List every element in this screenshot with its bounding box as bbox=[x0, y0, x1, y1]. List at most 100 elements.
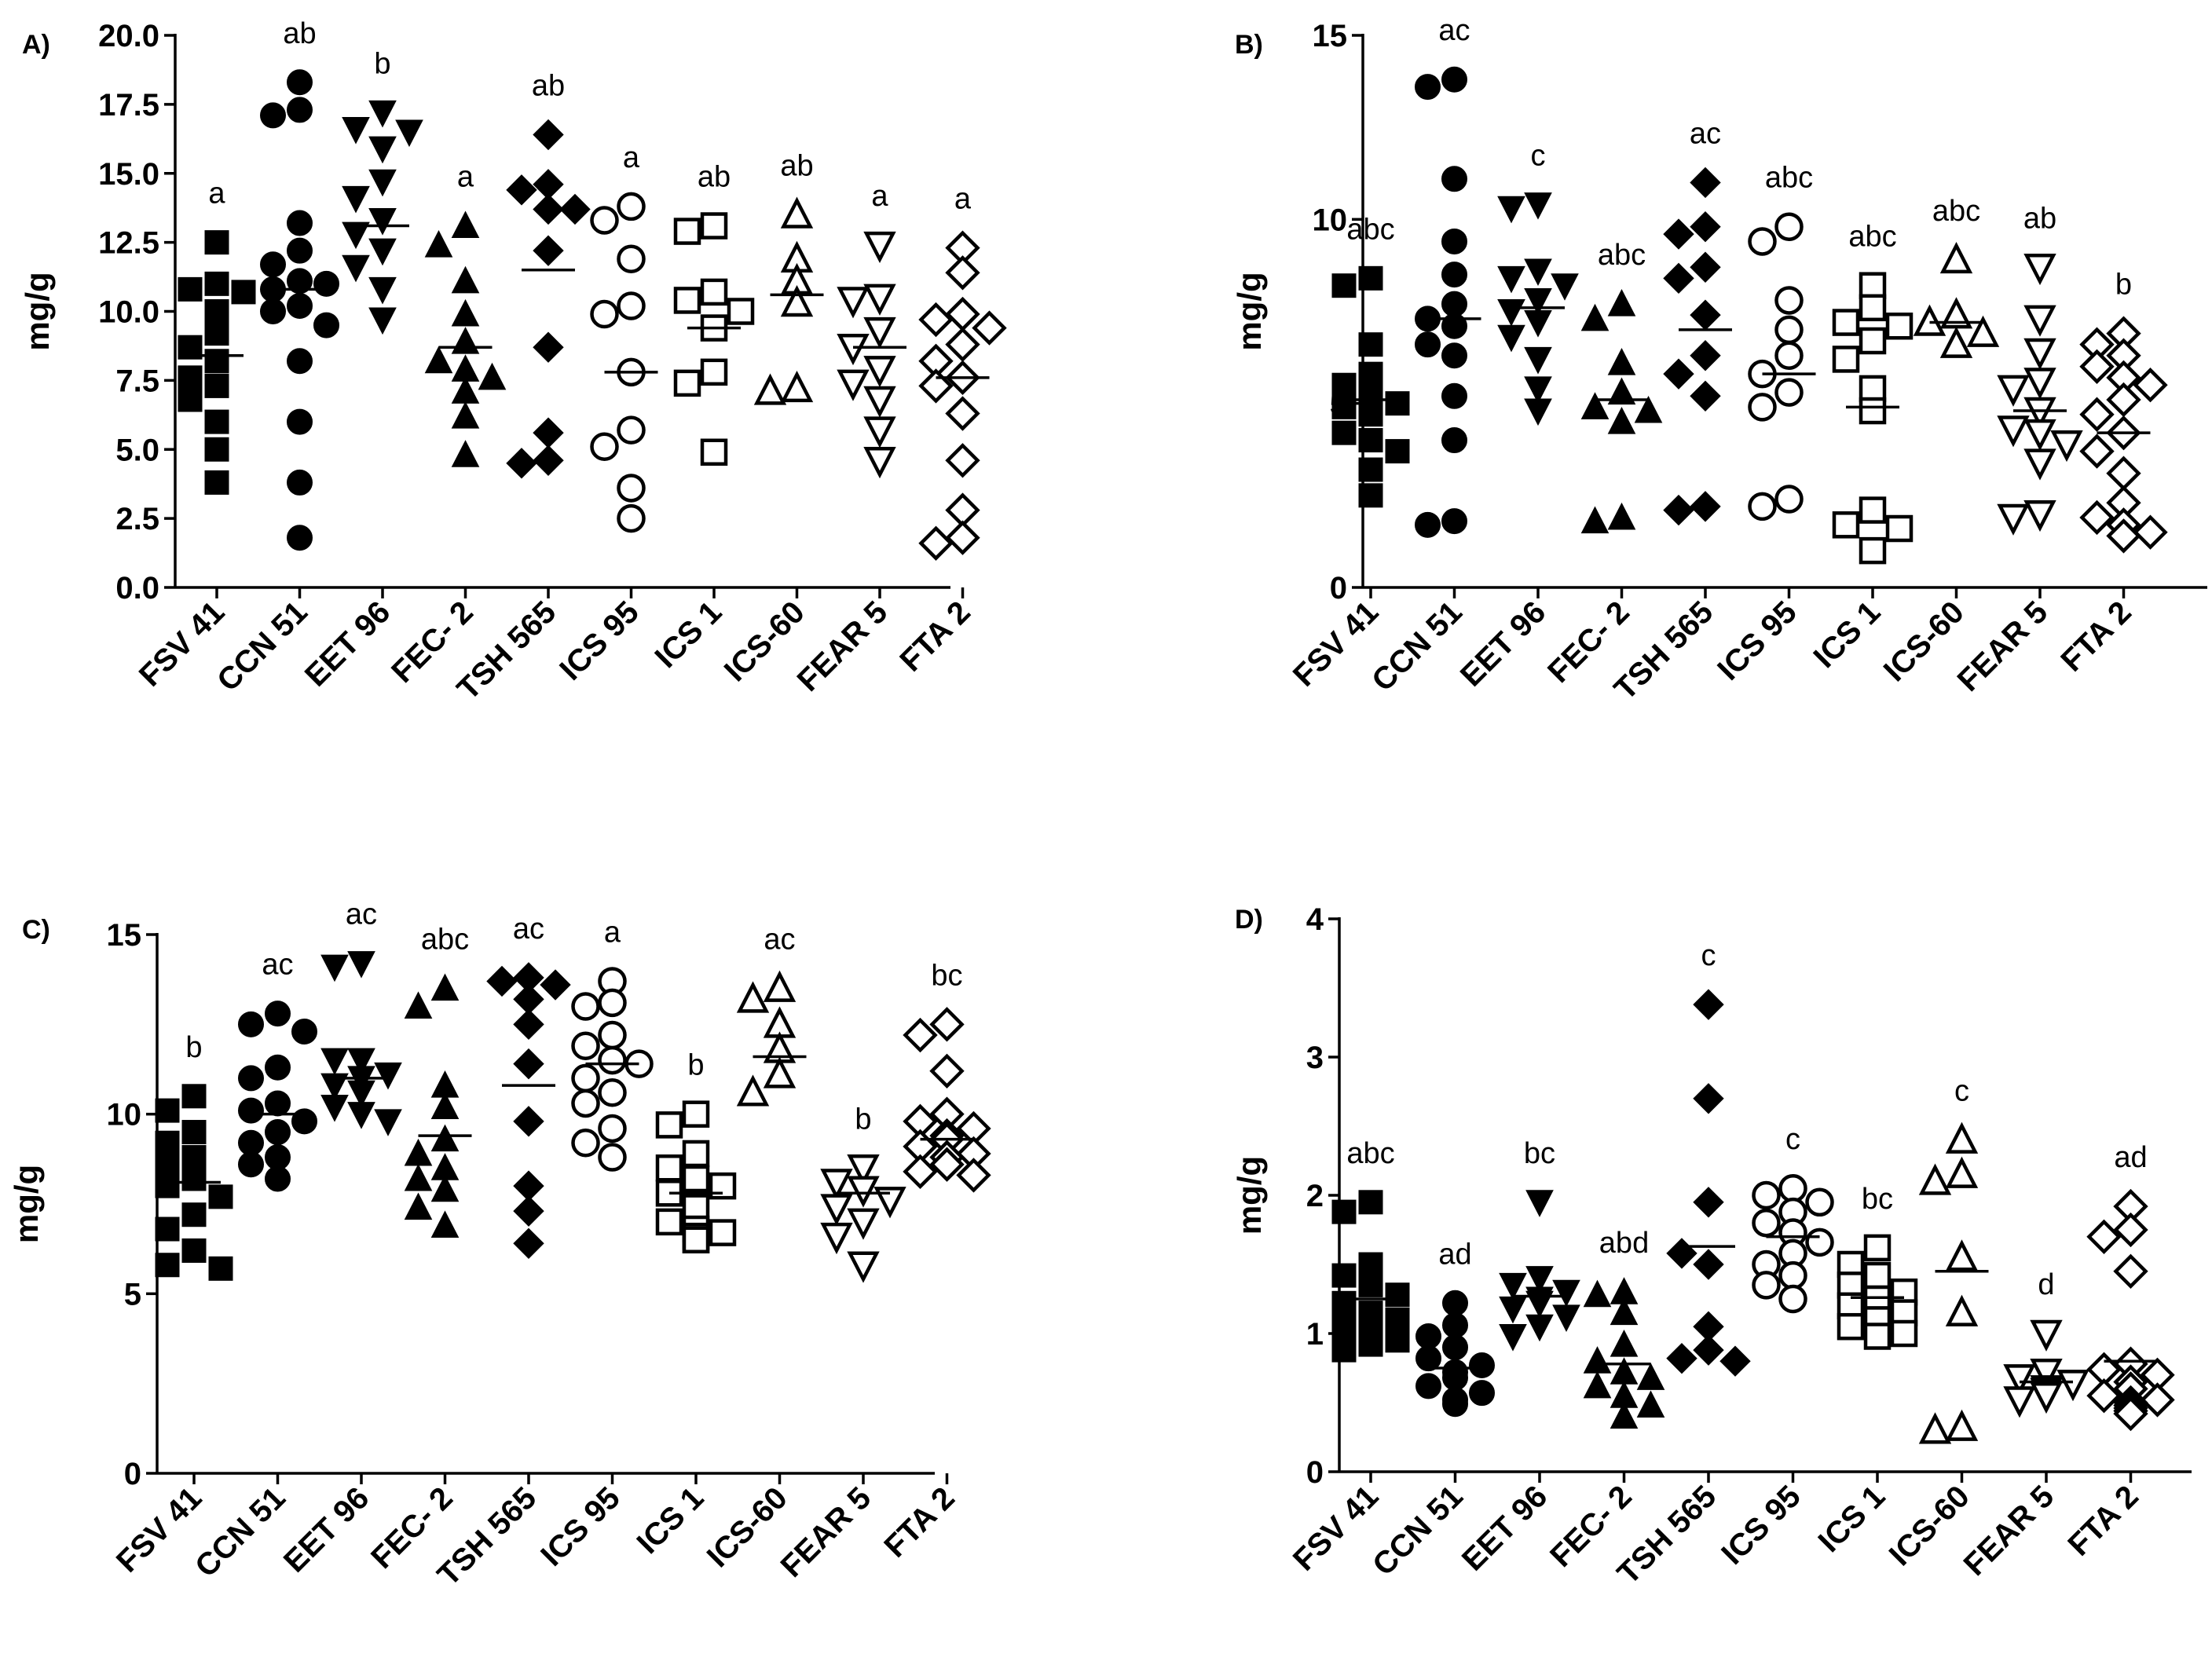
data-point bbox=[260, 102, 286, 129]
data-point bbox=[533, 193, 564, 225]
data-point bbox=[1693, 1083, 1724, 1114]
data-point bbox=[2113, 1396, 2148, 1432]
data-point bbox=[1690, 299, 1721, 331]
x-tick-label: ICS 1 bbox=[1807, 595, 1888, 675]
data-point bbox=[1859, 327, 1887, 355]
data-point bbox=[1525, 1314, 1554, 1342]
significance-label: b bbox=[374, 47, 390, 80]
data-point bbox=[430, 1174, 460, 1202]
data-point bbox=[1524, 346, 1552, 375]
data-point bbox=[1832, 309, 1860, 336]
data-point bbox=[1636, 1390, 1665, 1418]
y-tick-label: 15.0 bbox=[98, 157, 159, 192]
data-point bbox=[1918, 1163, 1952, 1195]
x-tick-label: FTA 2 bbox=[2061, 1479, 2145, 1563]
panel-a: A)mg/g0.02.55.07.510.012.515.017.520.0FS… bbox=[19, 17, 1007, 707]
data-point bbox=[1859, 294, 1887, 322]
data-point bbox=[1945, 1121, 1979, 1154]
data-point bbox=[1663, 494, 1694, 526]
significance-label: abc bbox=[421, 924, 469, 957]
data-point bbox=[1499, 1296, 1527, 1324]
data-point bbox=[287, 69, 313, 96]
significance-label: b bbox=[855, 1103, 871, 1136]
data-point bbox=[313, 312, 339, 338]
y-tick-label: 2 bbox=[1306, 1179, 1324, 1213]
data-point bbox=[1774, 378, 1804, 407]
data-point bbox=[863, 231, 896, 264]
data-point bbox=[1552, 1279, 1580, 1308]
data-point bbox=[287, 97, 313, 123]
data-point bbox=[571, 992, 600, 1021]
data-point bbox=[287, 210, 313, 236]
x-tick-label: ICS 1 bbox=[649, 595, 729, 675]
significance-label: bc bbox=[931, 959, 962, 992]
data-point bbox=[404, 1192, 433, 1220]
data-point bbox=[655, 1154, 683, 1182]
data-point bbox=[863, 447, 896, 479]
data-point bbox=[1663, 218, 1694, 250]
data-point bbox=[847, 1154, 880, 1187]
data-point bbox=[1358, 265, 1383, 291]
data-point bbox=[617, 192, 646, 221]
data-point bbox=[903, 1017, 938, 1053]
data-point bbox=[1748, 492, 1777, 521]
data-point bbox=[181, 1238, 207, 1263]
data-point bbox=[1832, 511, 1860, 539]
data-point bbox=[287, 525, 313, 551]
significance-label: d bbox=[2038, 1268, 2054, 1301]
x-tick-label: CCN 51 bbox=[211, 595, 314, 698]
data-point bbox=[571, 1129, 600, 1158]
data-point bbox=[2113, 1253, 2148, 1289]
data-point bbox=[571, 1031, 600, 1061]
significance-label: a bbox=[208, 177, 225, 210]
significance-label: ac bbox=[1438, 14, 1470, 47]
data-point bbox=[598, 1020, 627, 1050]
data-point bbox=[287, 292, 313, 319]
data-point bbox=[682, 1140, 710, 1168]
data-point bbox=[287, 469, 313, 496]
data-point bbox=[265, 1165, 291, 1192]
data-point bbox=[1752, 1271, 1781, 1300]
y-tick-label: 10 bbox=[107, 1098, 142, 1132]
data-point bbox=[513, 1048, 544, 1080]
data-point bbox=[837, 287, 870, 319]
data-point bbox=[903, 1154, 938, 1190]
data-point bbox=[1497, 196, 1525, 224]
data-point bbox=[1524, 398, 1552, 426]
data-point bbox=[347, 1080, 375, 1108]
data-point bbox=[451, 265, 480, 294]
data-point bbox=[1939, 241, 1973, 274]
data-point bbox=[513, 1106, 544, 1137]
y-tick-label: 15 bbox=[1313, 19, 1348, 53]
data-point bbox=[863, 416, 896, 448]
data-point bbox=[1385, 1328, 1410, 1353]
data-point bbox=[368, 136, 397, 164]
data-point bbox=[1469, 1380, 1495, 1407]
data-point bbox=[1442, 1312, 1468, 1338]
y-tick-label: 20.0 bbox=[98, 19, 159, 53]
data-point bbox=[972, 310, 1007, 346]
data-point bbox=[368, 276, 397, 305]
significance-label: abc bbox=[1765, 162, 1813, 195]
significance-label: c bbox=[1701, 939, 1716, 972]
data-point bbox=[929, 1007, 965, 1042]
data-point bbox=[342, 117, 370, 145]
y-tick-label: 15 bbox=[107, 918, 142, 953]
data-point bbox=[451, 210, 480, 239]
data-point bbox=[1610, 1297, 1639, 1326]
data-point bbox=[1693, 989, 1724, 1020]
data-point bbox=[2133, 368, 2168, 403]
data-point bbox=[2023, 338, 2056, 370]
data-point bbox=[347, 1102, 375, 1129]
x-tick-label: CCN 51 bbox=[1365, 595, 1469, 698]
data-point bbox=[1997, 415, 2030, 448]
data-point bbox=[1415, 1345, 1441, 1372]
data-point bbox=[1859, 375, 1887, 403]
x-tick-label: ICS 1 bbox=[631, 1480, 711, 1560]
data-point bbox=[2023, 254, 2056, 286]
data-point bbox=[673, 218, 701, 245]
data-point bbox=[918, 525, 954, 561]
data-point bbox=[873, 1187, 906, 1219]
data-point bbox=[1499, 1272, 1527, 1301]
